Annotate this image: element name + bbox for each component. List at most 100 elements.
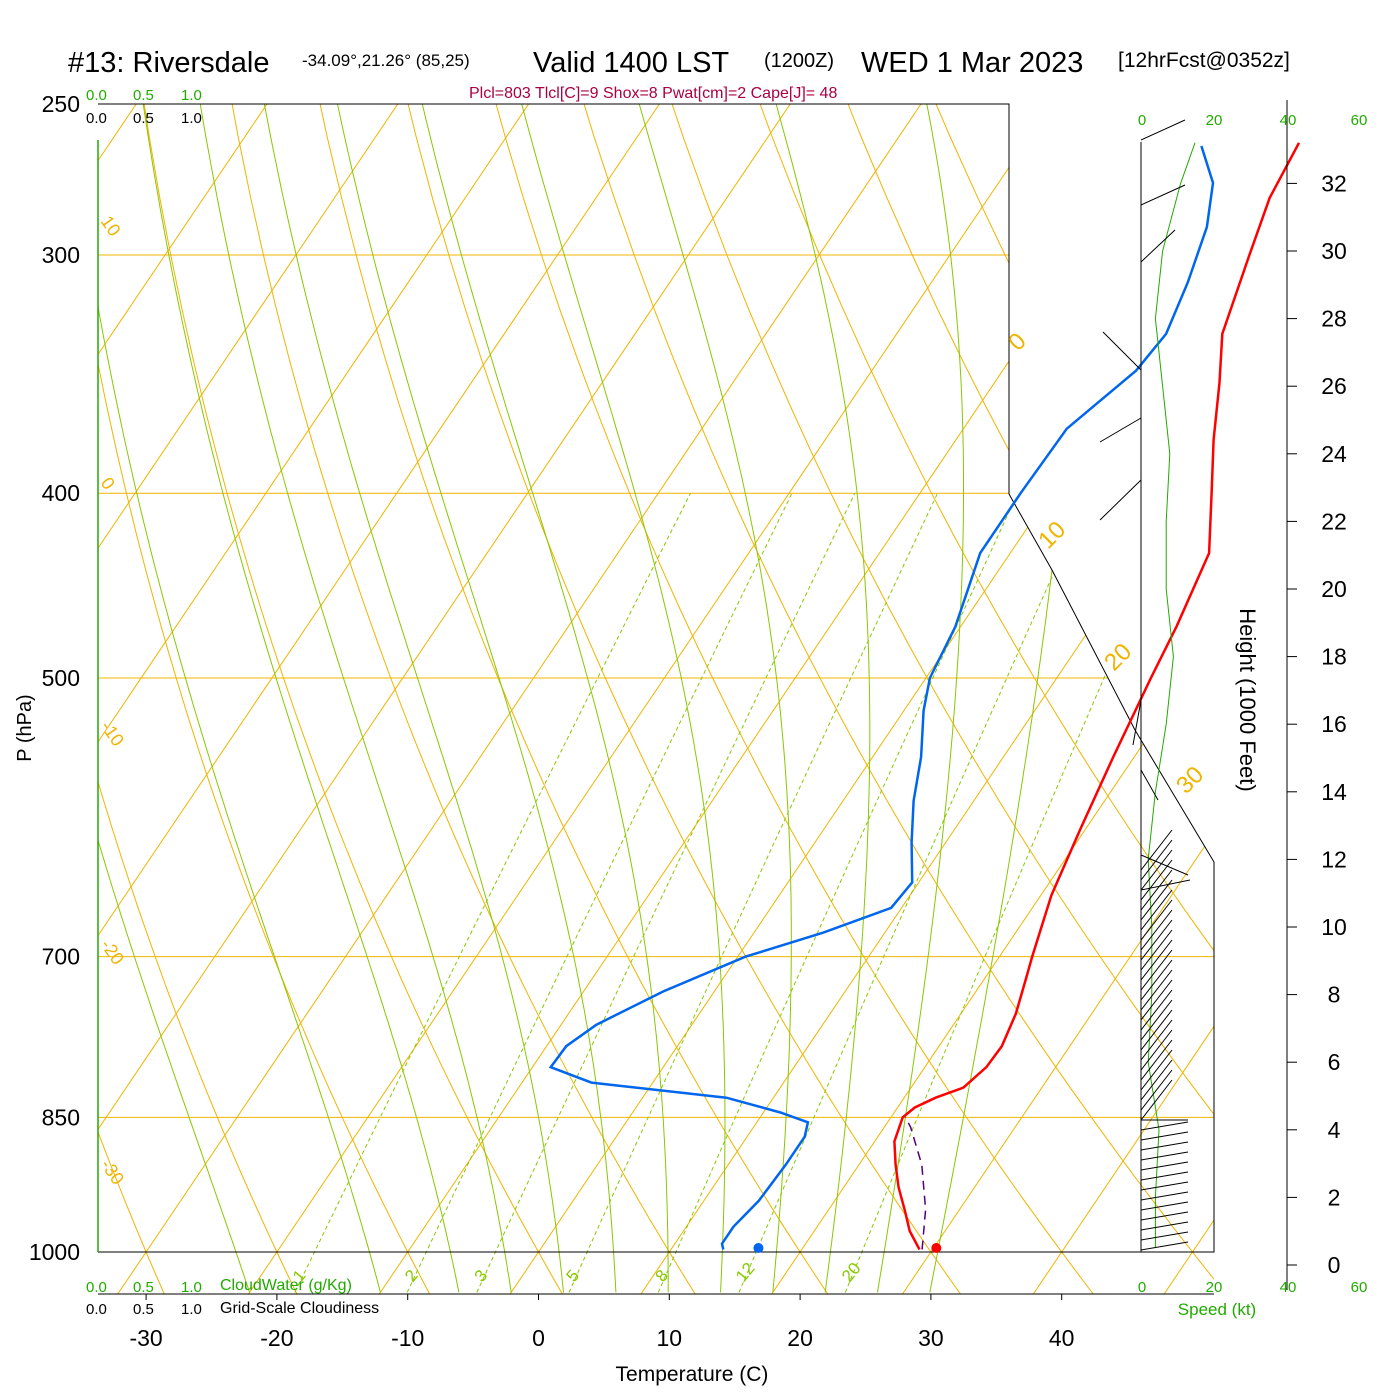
height-tick-label: 8 <box>1328 982 1341 1008</box>
isotherm-label: -20 <box>97 936 128 969</box>
temp-tick-label: -10 <box>391 1325 424 1351</box>
top-black-scale-0: 0.0 <box>86 110 107 127</box>
wind-top-tick-40: 40 <box>1280 112 1297 129</box>
wind-barb <box>1140 1171 1189 1181</box>
isotherm-label: 30 <box>1171 761 1209 799</box>
wind-speed-label: Speed (kt) <box>1178 1300 1256 1319</box>
mixing-ratio-label: 3 <box>471 1266 492 1285</box>
moist-adiabat-3 <box>194 104 512 1293</box>
wind-barb <box>1140 1221 1189 1231</box>
wind-barb <box>1140 769 1159 801</box>
height-tick-label: 26 <box>1321 373 1347 399</box>
surface-temperature-dot <box>931 1243 942 1253</box>
dry-adiabat-30 <box>399 104 988 1294</box>
mixing-ratio-5 <box>568 492 939 1293</box>
isotherm--60 <box>98 104 530 1294</box>
isotherm--80 <box>98 104 268 1294</box>
wind-barb <box>1140 1231 1189 1241</box>
bottom-black-scale-2: 1.0 <box>181 1301 202 1318</box>
isotherm--10 <box>353 104 1184 1294</box>
isotherm-label: 20 <box>1099 638 1137 676</box>
isotherm-10 <box>615 104 1214 1294</box>
wind-barb <box>1140 1049 1173 1091</box>
wind-barb <box>1140 1079 1173 1121</box>
moist-adiabat-5 <box>330 104 617 1293</box>
dry-adiabat--30 <box>98 104 182 1294</box>
isotherm-50 <box>1138 104 1214 1294</box>
dewpoint-line <box>548 145 1215 1250</box>
mixing-ratio-label: 2 <box>401 1266 422 1285</box>
station-coords: -34.09°,21.26° (85,25) <box>302 51 470 70</box>
wind-barb <box>1140 969 1173 1011</box>
pressure-tick-label: 300 <box>42 242 80 268</box>
dry-adiabat-60 <box>660 104 1214 1294</box>
wind-panel: 0 20 40 60 0 20 40 60 Speed (kt) <box>1099 112 1368 1319</box>
valid-date: WED 1 Mar 2023 <box>861 47 1083 79</box>
wind-barb <box>1140 919 1173 961</box>
height-tick-label: 18 <box>1321 644 1347 670</box>
station-title: #13: Riversdale <box>68 47 270 79</box>
wind-barb <box>1140 119 1186 141</box>
wind-bottom-tick-20: 20 <box>1206 1279 1223 1296</box>
dry-adiabat-70 <box>747 104 1214 1294</box>
wind-barb <box>1140 879 1191 891</box>
height-tick-label: 0 <box>1328 1252 1341 1278</box>
dry-adiabat-50 <box>573 104 1214 1294</box>
isotherm--50 <box>98 104 660 1294</box>
dry-adiabat-140 <box>1356 70 1400 1331</box>
dry-adiabat-40 <box>486 104 1122 1294</box>
wind-barb <box>1140 869 1173 911</box>
wind-barb <box>1140 1141 1189 1151</box>
wind-barb <box>1140 889 1173 931</box>
mixing-ratio-8 <box>657 492 1019 1293</box>
mixing-ratio-1 <box>294 492 691 1293</box>
height-tick-label: 16 <box>1321 711 1347 737</box>
wind-top-tick-20: 20 <box>1206 112 1223 129</box>
wind-barb <box>1140 1009 1173 1051</box>
wind-barb <box>1140 184 1186 206</box>
mixing-ratio-12 <box>738 492 1091 1293</box>
height-tick-label: 14 <box>1321 779 1347 805</box>
moist-adiabat-9 <box>766 104 871 1293</box>
temp-tick-label: -30 <box>129 1325 162 1351</box>
wind-barb <box>1140 989 1173 1031</box>
top-black-scale-2: 1.0 <box>181 110 202 127</box>
sounding-indices: Plcl=803 Tlcl[C]=9 Shox=8 Pwat[cm]=2 Cap… <box>469 85 837 102</box>
valid-time: Valid 1400 LST <box>533 47 729 79</box>
height-tick-label: 12 <box>1321 846 1347 872</box>
wind-barb <box>1140 1121 1189 1131</box>
wind-barb <box>1140 959 1173 1001</box>
wind-top-tick-60: 60 <box>1351 112 1368 129</box>
wind-barb <box>1140 859 1173 901</box>
moist-adiabat-6 <box>413 104 669 1293</box>
zulu-time: (1200Z) <box>764 50 834 72</box>
wind-top-tick-0: 0 <box>1138 112 1146 129</box>
pressure-tick-label: 850 <box>42 1104 80 1130</box>
wind-barb <box>1140 1191 1189 1201</box>
isotherm-label: 0 <box>97 474 119 494</box>
pressure-tick-label: 700 <box>42 944 80 970</box>
wind-barb <box>1140 849 1173 891</box>
temp-tick-label: 20 <box>787 1325 813 1351</box>
isotherm-0 <box>484 104 1214 1294</box>
top-green-scale-2: 1.0 <box>181 87 202 104</box>
mixing-ratio-20 <box>844 492 1185 1293</box>
height-tick-label: 30 <box>1321 238 1347 264</box>
wind-barb <box>1132 699 1142 746</box>
pressure-tick-label: 250 <box>42 91 80 117</box>
bottom-green-scale-1: 0.5 <box>133 1279 154 1296</box>
temperature-axis-label: Temperature (C) <box>616 1363 769 1386</box>
mixing-ratio-label: 8 <box>652 1266 673 1285</box>
wind-barb <box>1140 1059 1173 1101</box>
dry-adiabat--20 <box>98 104 316 1294</box>
cloud-water-label: CloudWater (g/Kg) <box>220 1277 352 1294</box>
wind-barb <box>1140 1019 1173 1061</box>
isotherm-label: 10 <box>97 212 125 240</box>
temp-tick-label: -20 <box>260 1325 293 1351</box>
mixing-ratio-label: 12 <box>732 1259 759 1286</box>
isotherm-20 <box>746 104 1214 1294</box>
mixing-ratio-3 <box>476 492 856 1293</box>
wind-barb <box>1140 839 1173 881</box>
moist-adiabat-7 <box>512 104 726 1293</box>
wind-barb <box>1140 909 1173 951</box>
